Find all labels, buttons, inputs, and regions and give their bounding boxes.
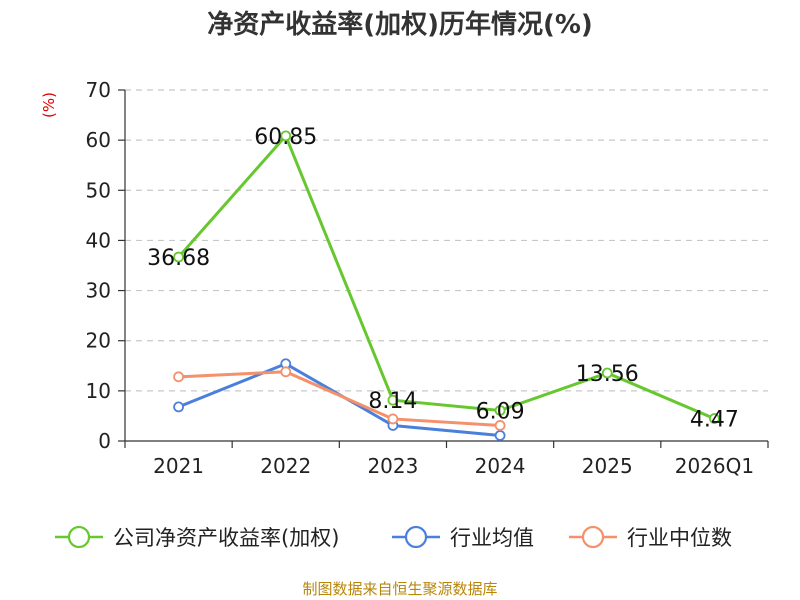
data-point (387, 394, 399, 406)
y-tick-label: 50 (86, 178, 111, 202)
legend-item-1: 行业均值 (392, 525, 534, 550)
axes: 0 10 20 30 40 50 60 70 2021 2022 2023 2024 2025 2026Q… (86, 78, 769, 478)
data-point (280, 366, 292, 378)
legend-label: 行业中位数 (627, 526, 732, 550)
data-labels: 36.68 60.85 8.14 6.09 13.56 4.47 (147, 125, 739, 433)
data-point (173, 251, 184, 263)
x-tick-label: 2025 (582, 454, 633, 478)
data-label: 6.09 (476, 399, 525, 424)
y-tick-label: 70 (86, 78, 111, 102)
gridlines (125, 89, 768, 392)
data-point (601, 367, 613, 379)
legend-label: 行业均值 (450, 526, 534, 550)
x-tick-label: 2026Q1 (675, 454, 754, 478)
y-tick-label: 10 (86, 379, 111, 403)
y-tick-label: 60 (86, 128, 111, 152)
data-label: 13.56 (576, 362, 639, 387)
data-label: 8.14 (368, 389, 417, 414)
series-line-0 (177, 134, 716, 420)
x-tick-label: 2023 (367, 454, 418, 478)
data-point (494, 405, 506, 416)
data-point (709, 413, 720, 424)
y-tick-label: 40 (86, 228, 111, 252)
y-tick-label: 0 (98, 429, 111, 453)
y-tick-label: 30 (86, 279, 111, 303)
legend-item-2: 行业中位数 (569, 525, 732, 550)
legend-item-0: 公司净资产收益率(加权) (55, 525, 339, 550)
data-point (387, 413, 399, 425)
x-tick-label: 2021 (153, 454, 204, 478)
chart-title: 净资产收益率(加权)历年情况(%) (207, 10, 593, 40)
data-label: 36.68 (147, 246, 210, 271)
data-point (494, 430, 506, 441)
source-note: 制图数据来自恒生聚源数据库 (302, 580, 498, 598)
legend-marker-icon (404, 525, 428, 549)
x-tick-label: 2024 (475, 454, 526, 478)
data-point (494, 420, 506, 431)
legend: 公司净资产收益率(加权) 行业均值 行业中位数 (55, 525, 732, 550)
y-tick-label: 20 (86, 329, 111, 353)
legend-marker-icon (581, 525, 605, 549)
data-label: 4.47 (690, 408, 739, 433)
legend-label: 公司净资产收益率(加权) (113, 526, 339, 550)
x-tick-label: 2022 (260, 454, 311, 478)
data-point (280, 130, 292, 142)
legend-marker-icon (67, 525, 91, 549)
series-line-2 (178, 370, 501, 427)
data-label: 60.85 (254, 125, 317, 150)
data-point (173, 401, 184, 413)
series-lines (173, 130, 720, 441)
data-point (173, 371, 184, 383)
